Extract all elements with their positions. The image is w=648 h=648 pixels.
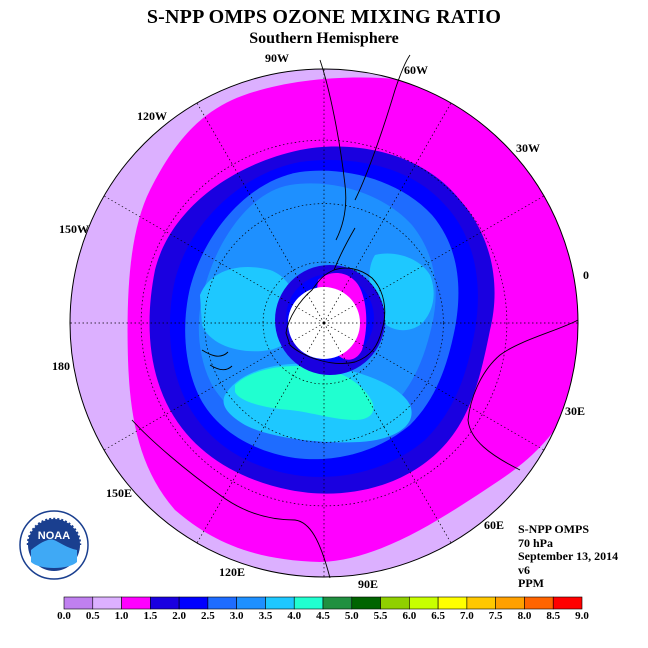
- info-version: v6: [518, 562, 530, 577]
- colorbar-tick-label: 3.0: [229, 610, 244, 622]
- colorbar-swatch: [121, 596, 151, 610]
- colorbar-tick-label: 5.0: [344, 610, 359, 622]
- australia-coast: [131, 419, 331, 579]
- colorbar-tick-label: 4.0: [287, 610, 302, 622]
- colorbar-tick-label: 1.0: [114, 610, 129, 622]
- map-disc-border: [69, 68, 579, 578]
- lon-label-60w: 60W: [404, 63, 428, 77]
- colorbar-swatch: [63, 596, 94, 610]
- lon-label-150e: 150E: [106, 486, 133, 500]
- colorbar-swatch: [92, 596, 122, 610]
- colorbar-swatch: [150, 596, 180, 610]
- colorbar-swatch: [524, 596, 554, 610]
- colorbar-tick-label: 9.0: [575, 610, 589, 622]
- noaa-logo-text: NOAA: [38, 530, 70, 542]
- ozone-band-4-0: [235, 365, 374, 420]
- lon-label-150w: 150W: [59, 222, 89, 236]
- graticule: [70, 69, 578, 577]
- colorbar-swatch: [409, 596, 439, 610]
- info-units: PPM: [518, 576, 544, 590]
- colorbar-swatch: [351, 596, 381, 610]
- info-level: 70 hPa: [518, 535, 554, 550]
- colorbar-swatch: [207, 596, 237, 610]
- colorbar-tick-label: 8.0: [517, 610, 532, 622]
- lon-label-120e: 120E: [219, 565, 246, 579]
- lon-label-180: 180: [52, 359, 70, 373]
- lon-label-90e: 90E: [358, 577, 379, 591]
- colorbar-tick-label: 6.5: [431, 610, 445, 622]
- lon-label-30e: 30E: [565, 404, 586, 418]
- africa-coast: [467, 319, 579, 471]
- lon-label-60e: 60E: [484, 518, 505, 532]
- colorbar-tick-label: 1.5: [143, 610, 158, 622]
- colorbar: [63, 596, 583, 610]
- colorbar-tick-label: 2.0: [172, 610, 186, 622]
- colorbar-swatch: [236, 596, 266, 610]
- colorbar-swatch: [293, 596, 324, 610]
- info-date: September 13, 2014: [518, 549, 619, 563]
- colorbar-swatch: [437, 596, 468, 610]
- latitude-circle: [140, 139, 508, 507]
- colorbar-tick-label: 2.5: [201, 610, 215, 622]
- antarctica-coast: [285, 267, 386, 364]
- noaa-logo-icon: NOAA: [19, 510, 89, 580]
- colorbar-tick-label: 7.5: [488, 610, 503, 622]
- colorbar-tick-label: 5.5: [373, 610, 388, 622]
- lon-label-30w: 30W: [516, 141, 540, 155]
- ozone-band-3-5: [200, 267, 301, 352]
- south-america-coast: [319, 54, 411, 241]
- colorbar-tick-label: 8.5: [546, 610, 561, 622]
- lon-label-90w: 90W: [265, 51, 289, 65]
- map-title: S-NPP OMPS OZONE MIXING RATIO: [146, 6, 502, 28]
- info-instrument: S-NPP OMPS: [518, 522, 589, 536]
- lon-label-0: 0: [583, 268, 589, 282]
- colorbar-swatch: [322, 596, 353, 610]
- new-zealand-coast: [201, 349, 233, 371]
- colorbar-tick-label: 0.5: [85, 610, 100, 622]
- colorbar-tick-label: 7.0: [460, 610, 474, 622]
- pole-marker: [322, 321, 326, 325]
- map-subtitle: Southern Hemisphere: [249, 30, 399, 47]
- colorbar-swatch: [495, 596, 525, 610]
- coastlines: [131, 54, 579, 579]
- colorbar-tick-label: 6.0: [402, 610, 417, 622]
- colorbar-swatch: [178, 596, 209, 610]
- colorbar-swatch: [380, 596, 410, 610]
- ozone-band-3-5-east: [369, 253, 434, 331]
- colorbar-swatch: [552, 596, 583, 610]
- colorbar-tick-label: 0.0: [57, 610, 71, 622]
- colorbar-swatch: [466, 596, 496, 610]
- colorbar-swatch: [265, 596, 295, 610]
- latitude-circle: [204, 203, 444, 443]
- antarctic-peninsula: [333, 227, 356, 271]
- lon-label-120w: 120W: [137, 109, 167, 123]
- info-block: S-NPP OMPS 70 hPa September 13, 2014 v6 …: [518, 522, 619, 591]
- colorbar-tick-label: 4.5: [316, 610, 330, 622]
- colorbar-tick-label: 3.5: [258, 610, 273, 622]
